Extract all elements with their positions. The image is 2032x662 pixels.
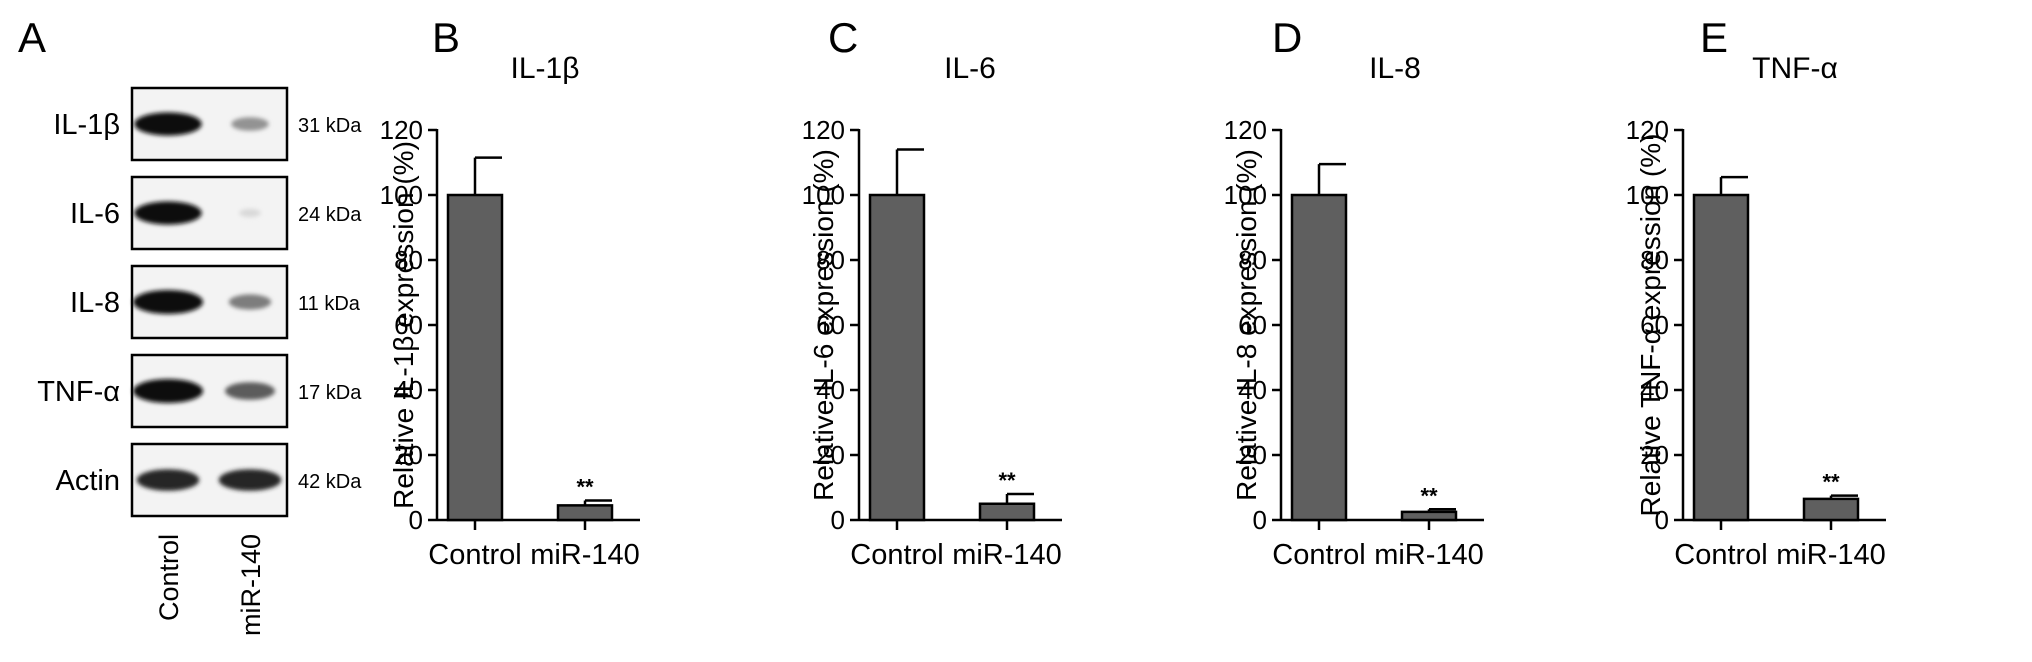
y-tick-label: 20: [816, 440, 845, 470]
y-tick-label: 100: [1224, 180, 1267, 210]
y-tick-label: 80: [394, 245, 423, 275]
y-tick-label: 120: [1626, 115, 1669, 145]
blot-row: IL-6 24 kDa: [70, 175, 362, 251]
bar: [1692, 193, 1750, 522]
y-tick-label: 120: [380, 115, 423, 145]
control-band: [134, 201, 202, 225]
chart-title: IL-6: [944, 52, 996, 85]
chart-title: TNF-α: [1752, 52, 1838, 85]
category-label: miR-140: [1374, 539, 1484, 571]
lane-label: miR-140: [236, 534, 266, 636]
significance-label: **: [998, 468, 1016, 493]
y-tick-label: 80: [1640, 245, 1669, 275]
y-tick-label: 20: [394, 440, 423, 470]
y-tick-label: 0: [409, 505, 423, 535]
bar: [868, 193, 926, 522]
mir140-band: [218, 469, 282, 491]
category-label: miR-140: [530, 539, 640, 571]
y-tick-label: 20: [1238, 440, 1267, 470]
control-band: [133, 290, 203, 314]
y-tick-label: 80: [1238, 245, 1267, 275]
blot-row: TNF-α 17 kDa: [37, 353, 362, 429]
blot-row: IL-1β 31 kDa: [53, 86, 362, 162]
control-band: [134, 112, 202, 136]
panel-letter-a: A: [18, 14, 46, 61]
y-tick-label: 60: [816, 310, 845, 340]
category-label: Control: [1272, 539, 1366, 571]
y-axis-label: Relative IL-1β expression (%): [388, 141, 419, 509]
bar-chart-e: E TNF-α Relative TNF-α expression (%)0 20 40…: [1626, 14, 1886, 571]
blot-row: IL-8 11 kDa: [70, 264, 361, 340]
y-tick-label: 80: [816, 245, 845, 275]
bar-chart-b: B IL-1β Relative IL-1β expression (%)0 20 40…: [380, 14, 640, 571]
panel-letter: C: [828, 14, 858, 61]
panel-letter: B: [432, 14, 460, 61]
category-label: Control: [428, 539, 522, 571]
chart-title: IL-1β: [511, 52, 580, 85]
molecular-weight-label: 31 kDa: [298, 115, 362, 137]
molecular-weight-label: 11 kDa: [298, 293, 361, 315]
y-axis-label: Relative IL-8 expression (%): [1231, 149, 1262, 501]
y-tick-label: 60: [1238, 310, 1267, 340]
category-label: miR-140: [952, 539, 1062, 571]
y-tick-label: 120: [1224, 115, 1267, 145]
significance-label: **: [1420, 483, 1438, 508]
y-tick-label: 100: [802, 180, 845, 210]
lane-label: Control: [154, 534, 184, 621]
protein-label: Actin: [56, 465, 120, 497]
protein-label: TNF-α: [37, 376, 120, 408]
y-tick-label: 40: [394, 375, 423, 405]
y-tick-label: 60: [1640, 310, 1669, 340]
mir140-band: [228, 294, 272, 310]
control-band: [136, 469, 200, 491]
y-tick-label: 60: [394, 310, 423, 340]
mir140-band: [231, 117, 269, 131]
bar-chart-d: D IL-8 Relative IL-8 expression (%) 0 20 40 60…: [1224, 14, 1484, 571]
chart-title: IL-8: [1369, 52, 1421, 85]
category-label: Control: [850, 539, 944, 571]
y-tick-label: 0: [831, 505, 845, 535]
y-tick-label: 20: [1640, 440, 1669, 470]
y-tick-label: 100: [380, 180, 423, 210]
y-tick-label: 40: [816, 375, 845, 405]
y-tick-label: 120: [802, 115, 845, 145]
category-label: miR-140: [1776, 539, 1886, 571]
significance-label: **: [1822, 470, 1840, 495]
bar: [1290, 193, 1348, 522]
panel-letter: E: [1700, 14, 1728, 61]
y-tick-label: 40: [1640, 375, 1669, 405]
western-blot-panel: A IL-1β 31 kDa IL-6 24 kDa IL-8 11 kDa TNF-α 17…: [18, 14, 362, 636]
mir140-band: [239, 208, 261, 218]
significance-label: **: [576, 475, 594, 500]
y-tick-label: 0: [1655, 505, 1669, 535]
mir140-band: [225, 382, 275, 400]
bar: [978, 502, 1036, 522]
y-tick-label: 40: [1238, 375, 1267, 405]
bar: [446, 193, 504, 522]
bar: [1400, 510, 1458, 522]
protein-label: IL-1β: [53, 109, 120, 141]
y-tick-label: 100: [1626, 180, 1669, 210]
bar: [1802, 497, 1860, 522]
protein-label: IL-8: [70, 287, 120, 319]
molecular-weight-label: 24 kDa: [298, 204, 362, 226]
y-axis-label: Relative TNF-α expression (%): [1635, 134, 1666, 517]
bar-chart-c: C IL-6 Relative IL-6 expression (%) 0 20 40 60…: [802, 14, 1062, 571]
blot-row: Actin 42 kDa: [56, 442, 362, 518]
protein-label: IL-6: [70, 198, 120, 230]
y-tick-label: 0: [1253, 505, 1267, 535]
y-axis-label: Relative IL-6 expression (%): [808, 149, 839, 501]
molecular-weight-label: 17 kDa: [298, 382, 362, 404]
panel-letter: D: [1272, 14, 1302, 61]
molecular-weight-label: 42 kDa: [298, 471, 362, 493]
bar: [556, 504, 614, 522]
control-band: [133, 379, 203, 403]
category-label: Control: [1674, 539, 1768, 571]
